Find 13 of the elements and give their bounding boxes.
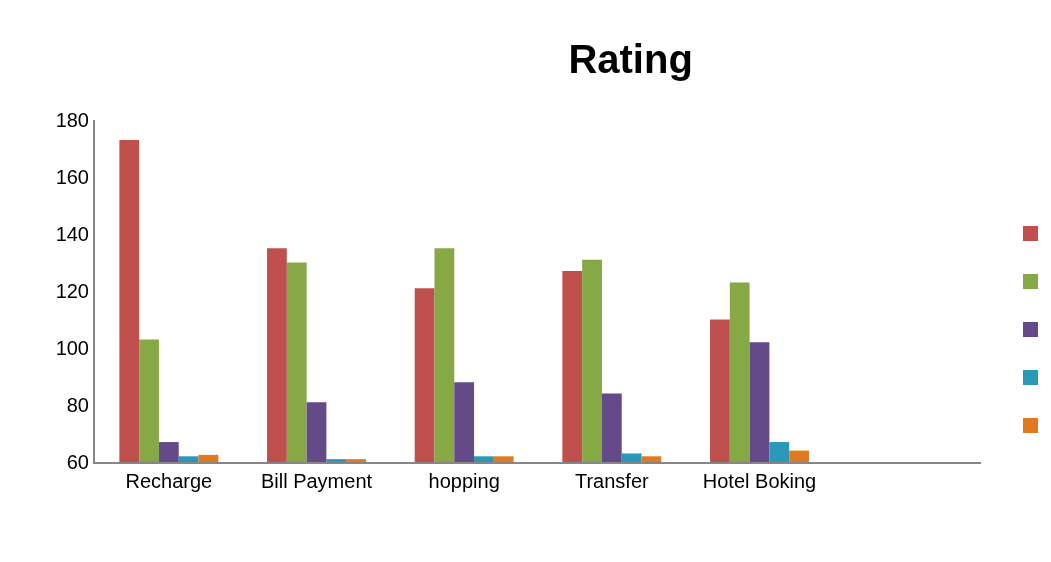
y-tick-label: 180 [55,109,89,131]
y-tick-label: 100 [55,337,89,359]
x-tick-label: Bill Payment [260,470,373,492]
chart-title: Rating [568,36,693,81]
x-tick-label: Recharge [125,470,213,492]
x-tick-label: hopping [428,470,500,492]
x-tick-label: Hotel Boking [702,470,817,492]
x-tick-label: Transfer [574,470,650,492]
y-tick-label: 60 [66,451,89,473]
y-tick-label: 160 [55,166,89,188]
y-tick-label: 140 [55,223,89,245]
y-tick-label: 120 [55,280,89,302]
y-tick-label: 80 [66,394,89,416]
